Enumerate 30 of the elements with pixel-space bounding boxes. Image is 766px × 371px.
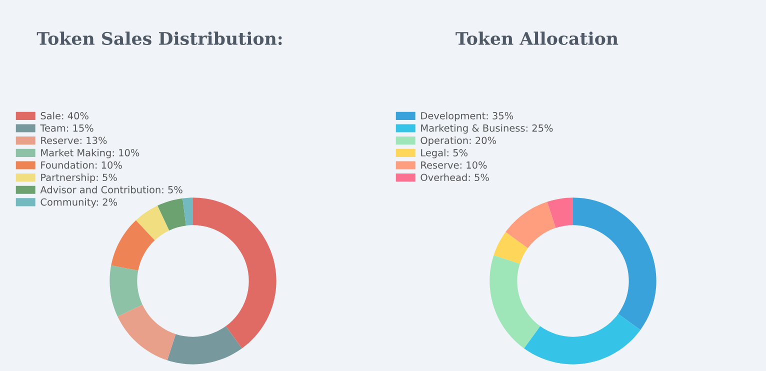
donut-slice <box>506 202 556 248</box>
donut-slice <box>490 255 540 348</box>
donut-slice <box>573 198 656 330</box>
donut-slice <box>111 220 155 271</box>
donut-slice <box>167 326 242 364</box>
donut-slice <box>158 198 186 230</box>
legend-label: Development: 35% <box>421 112 514 122</box>
chart-title: Token Allocation <box>456 32 618 46</box>
legend-label: Reserve: 13% <box>41 136 107 144</box>
legend-label: Operation: 20% <box>420 136 496 146</box>
legend-label: Marketing & Business: 25% <box>421 124 553 134</box>
donut-slice <box>524 314 640 364</box>
donut-slice <box>193 198 276 348</box>
legend-label: Market Making: 10% <box>41 148 140 158</box>
donut-slice <box>136 206 170 240</box>
legend-label: Overhead: 5% <box>420 174 489 182</box>
legend-label: Sale: 40% <box>40 112 88 120</box>
donut-slice <box>182 198 193 226</box>
donut-slice <box>110 265 142 316</box>
donut-slice <box>547 198 573 228</box>
legend-label: Reserve: 10% <box>421 161 487 169</box>
legend-label: Partnership: 5% <box>41 174 117 183</box>
legend-label: Advisor and Contribution: 5% <box>40 186 182 194</box>
legend-label: Community: 2% <box>40 198 118 208</box>
legend-label: Legal: 5% <box>421 148 468 158</box>
donut-slice <box>494 232 528 264</box>
legend-label: Foundation: 10% <box>41 161 122 169</box>
chart-title: Token Sales Distribution: <box>36 32 282 46</box>
legend-label: Team: 15% <box>40 124 94 132</box>
donut-slice <box>118 304 176 360</box>
